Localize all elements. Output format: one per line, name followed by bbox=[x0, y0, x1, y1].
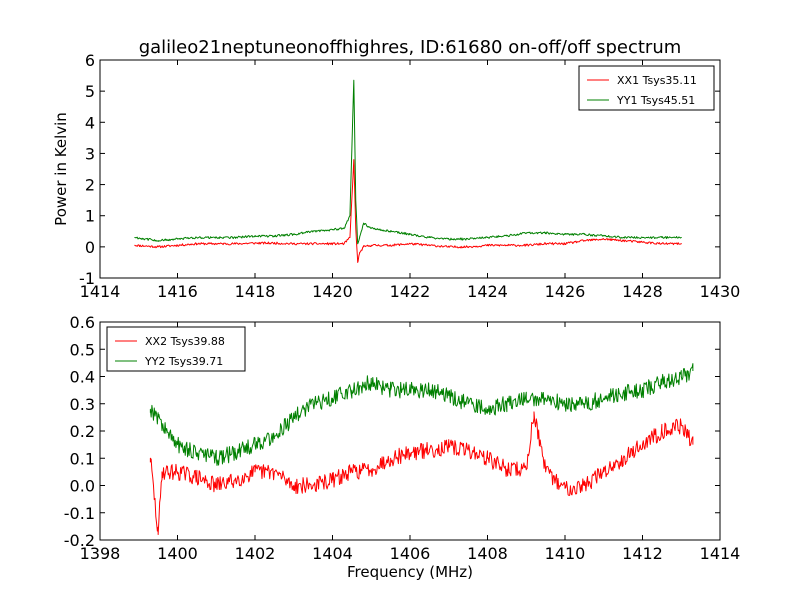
x-tick-label: 1426 bbox=[545, 282, 586, 301]
x-tick-label: 1402 bbox=[235, 544, 276, 563]
y-tick-label: 0.3 bbox=[70, 395, 95, 414]
y-tick-label: 1 bbox=[85, 207, 95, 226]
x-tick-label: 1414 bbox=[80, 282, 121, 301]
series-line bbox=[134, 159, 682, 263]
x-tick-label: 1412 bbox=[622, 544, 663, 563]
legend-entry: XX1 Tsys35.11 bbox=[617, 74, 697, 87]
x-tick-label: 1418 bbox=[235, 282, 276, 301]
x-tick-label: 1424 bbox=[467, 282, 508, 301]
x-tick-label: 1422 bbox=[390, 282, 431, 301]
y-tick-label: 3 bbox=[85, 144, 95, 163]
y-tick-label: -0.1 bbox=[64, 504, 95, 523]
x-tick-label: 1420 bbox=[312, 282, 353, 301]
y-tick-label: 0.4 bbox=[70, 368, 95, 387]
legend: XX2 Tsys39.88 YY2 Tsys39.71 bbox=[106, 326, 246, 372]
y-tick-label: 5 bbox=[85, 82, 95, 101]
top-spectrum-chart: 1414 1416 1418 1420 1422 1424 1426 1428 1430-101… bbox=[52, 51, 740, 301]
y-tick-label: 0.1 bbox=[70, 449, 95, 468]
x-tick-label: 1428 bbox=[622, 282, 663, 301]
legend-box bbox=[106, 326, 246, 372]
legend-entry: YY1 Tsys45.51 bbox=[616, 94, 695, 107]
y-tick-label: 0.5 bbox=[70, 340, 95, 359]
x-tick-label: 1430 bbox=[700, 282, 741, 301]
bottom-spectrum-chart: 1398 1400 1402 1404 1406 1408 1410 1412 1414 -0.2… bbox=[64, 313, 741, 581]
legend-entry: XX2 Tsys39.88 bbox=[145, 335, 225, 348]
y-tick-label: 0.2 bbox=[70, 422, 95, 441]
plot-area bbox=[134, 79, 682, 263]
x-tick-label: 1400 bbox=[157, 544, 198, 563]
y-tick-label: 6 bbox=[85, 51, 95, 70]
series-line bbox=[149, 363, 694, 466]
plot-area bbox=[149, 363, 694, 536]
y-tick-label: -0.2 bbox=[64, 531, 95, 550]
x-tick-label: 1410 bbox=[545, 544, 586, 563]
legend: XX1 Tsys35.11 YY1 Tsys45.51 bbox=[578, 65, 715, 111]
legend-entry: YY2 Tsys39.71 bbox=[144, 355, 223, 368]
y-tick-label: 0 bbox=[85, 238, 95, 257]
figure-title: galileo21neptuneonoffhighres, ID:61680 o… bbox=[139, 37, 682, 58]
y-axis-label: Power in Kelvin bbox=[52, 112, 70, 226]
x-tick-label: 1414 bbox=[700, 544, 741, 563]
x-tick-label: 1404 bbox=[312, 544, 353, 563]
y-tick-label: 4 bbox=[85, 113, 95, 132]
x-tick-label: 1398 bbox=[80, 544, 121, 563]
series-line bbox=[134, 79, 682, 245]
legend-box bbox=[578, 65, 715, 111]
y-tick-label: -1 bbox=[79, 269, 95, 288]
y-tick-label: 0.6 bbox=[70, 313, 95, 332]
x-tick-label: 1406 bbox=[390, 544, 431, 563]
x-axis-label: Frequency (MHz) bbox=[347, 563, 473, 581]
x-tick-label: 1408 bbox=[467, 544, 508, 563]
y-tick-label: 0.0 bbox=[70, 477, 95, 496]
y-tick-label: 2 bbox=[85, 176, 95, 195]
series-line bbox=[149, 411, 694, 536]
x-tick-label: 1416 bbox=[157, 282, 198, 301]
